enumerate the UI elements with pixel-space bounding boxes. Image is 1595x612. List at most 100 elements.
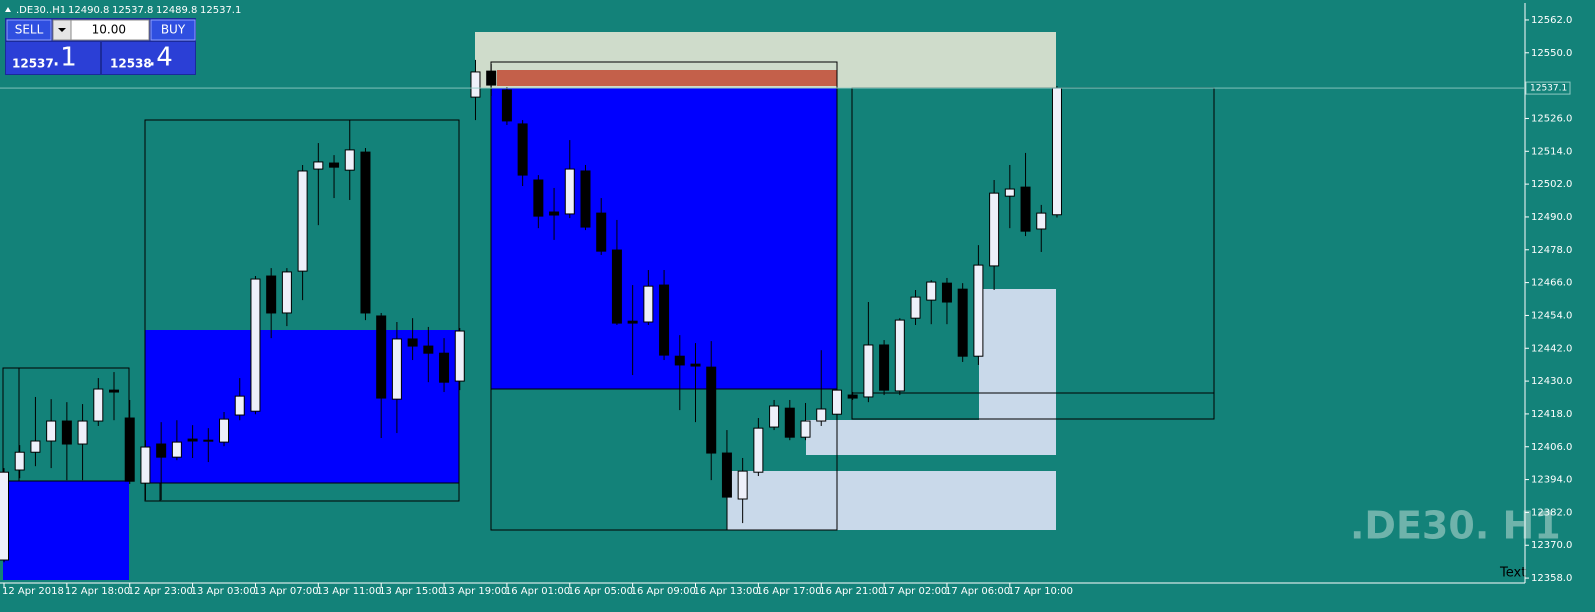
current-price-label: 12537.1 xyxy=(1530,84,1567,94)
y-tick-label: 12442.0 xyxy=(1531,343,1572,354)
y-tick-label: 12478.0 xyxy=(1531,245,1572,256)
candle-body xyxy=(879,344,890,391)
symbol-label: .DE30..H1 xyxy=(16,5,66,16)
candle-body xyxy=(313,161,324,170)
trade-panel: SELL 10.00 BUY 12537 .1 12538 .4 xyxy=(5,18,196,75)
lot-value: 10.00 xyxy=(92,23,126,37)
x-tick-label: 13 Apr 03:00 xyxy=(191,586,256,597)
x-tick-label: 17 Apr 02:00 xyxy=(882,586,947,597)
buy-label: BUY xyxy=(161,23,186,37)
drawn-objects xyxy=(2,32,1215,580)
candle-body xyxy=(659,284,670,356)
x-tick-label: 13 Apr 11:00 xyxy=(316,586,381,597)
candle-body xyxy=(486,70,497,86)
candle-body xyxy=(1051,87,1062,216)
x-tick-label: 16 Apr 21:00 xyxy=(819,586,884,597)
candle-body xyxy=(816,408,827,422)
candle-body xyxy=(171,441,182,458)
candle-body xyxy=(266,275,277,314)
candle-body xyxy=(926,281,937,301)
box xyxy=(490,61,838,531)
candle-body xyxy=(706,366,717,454)
y-tick-label: 12418.0 xyxy=(1531,409,1572,420)
x-tick-label: 16 Apr 13:00 xyxy=(694,586,759,597)
candle-body xyxy=(187,438,198,442)
x-tick-label: 13 Apr 15:00 xyxy=(379,586,444,597)
y-tick-label: 12454.0 xyxy=(1531,310,1572,321)
candle-body xyxy=(93,388,104,422)
candle-body xyxy=(549,211,560,216)
y-tick-label: 12394.0 xyxy=(1531,475,1572,486)
candle-body xyxy=(391,338,402,400)
zone xyxy=(3,481,129,580)
collapse-icon[interactable] xyxy=(5,7,11,12)
candle-body xyxy=(297,170,308,272)
candle-body xyxy=(800,420,811,438)
candle-body xyxy=(250,278,261,412)
candle-body xyxy=(910,296,921,319)
candle-body xyxy=(941,282,952,303)
candle-body xyxy=(439,352,450,383)
y-tick-label: 12490.0 xyxy=(1531,212,1572,223)
watermark: .DE30. H1 xyxy=(1350,504,1561,548)
candle-body xyxy=(769,405,780,428)
bid-frac: .1 xyxy=(52,43,77,73)
candle-body xyxy=(360,151,371,314)
candle-body xyxy=(109,389,120,393)
ask-frac: .4 xyxy=(148,43,173,73)
zone xyxy=(806,420,1056,455)
candle-body xyxy=(501,89,512,122)
candle-body xyxy=(831,389,842,415)
current-price-box xyxy=(1525,81,1571,95)
candle-body xyxy=(14,451,25,471)
ask-box[interactable] xyxy=(102,42,195,74)
candle-body xyxy=(863,344,874,398)
zone xyxy=(497,70,837,86)
y-tick-label: 12370.0 xyxy=(1531,540,1572,551)
sell-button[interactable] xyxy=(6,19,52,41)
ask-main: 12538 xyxy=(110,57,152,71)
candle-body xyxy=(77,420,88,445)
candle-body xyxy=(627,320,638,324)
candle-body xyxy=(564,168,575,215)
candle-body xyxy=(281,271,292,314)
candle-body xyxy=(611,249,622,324)
candle-body xyxy=(454,330,465,382)
candle-body xyxy=(61,420,72,445)
candle-body xyxy=(407,338,418,347)
x-tick-label: 16 Apr 09:00 xyxy=(631,586,696,597)
ohlc-open: 12490.8 xyxy=(68,5,109,16)
candle-body xyxy=(156,443,167,458)
candle-body xyxy=(344,149,355,171)
x-tick-label: 17 Apr 10:00 xyxy=(1008,586,1073,597)
candle-body xyxy=(203,439,214,442)
candle-body xyxy=(643,285,654,323)
candle-body xyxy=(376,315,387,399)
candle-body xyxy=(957,288,968,357)
candle-body xyxy=(517,123,528,176)
candle-body xyxy=(30,440,41,453)
candle-body xyxy=(690,363,701,367)
bid-main: 12537 xyxy=(12,57,54,71)
candle-body xyxy=(784,407,795,438)
sell-label: SELL xyxy=(15,23,44,37)
ohlc-close: 12537.1 xyxy=(200,5,241,16)
candle-body xyxy=(721,452,732,498)
candle-body xyxy=(674,355,685,366)
lot-input[interactable] xyxy=(70,19,150,41)
y-tick-label: 12526.0 xyxy=(1531,113,1572,124)
candle-body xyxy=(847,394,858,399)
y-tick-label: 12406.0 xyxy=(1531,442,1572,453)
candle-body xyxy=(1036,212,1047,230)
y-tick-label: 12382.0 xyxy=(1531,507,1572,518)
buy-button[interactable] xyxy=(150,19,196,41)
candle-body xyxy=(737,470,748,500)
candle-body xyxy=(973,264,984,357)
x-tick-label: 12 Apr 18:00 xyxy=(65,586,130,597)
y-tick-label: 12562.0 xyxy=(1531,15,1572,26)
candle-body xyxy=(470,71,481,98)
candle-body xyxy=(533,179,544,217)
bid-box[interactable] xyxy=(6,42,100,74)
x-tick-label: 13 Apr 19:00 xyxy=(442,586,507,597)
